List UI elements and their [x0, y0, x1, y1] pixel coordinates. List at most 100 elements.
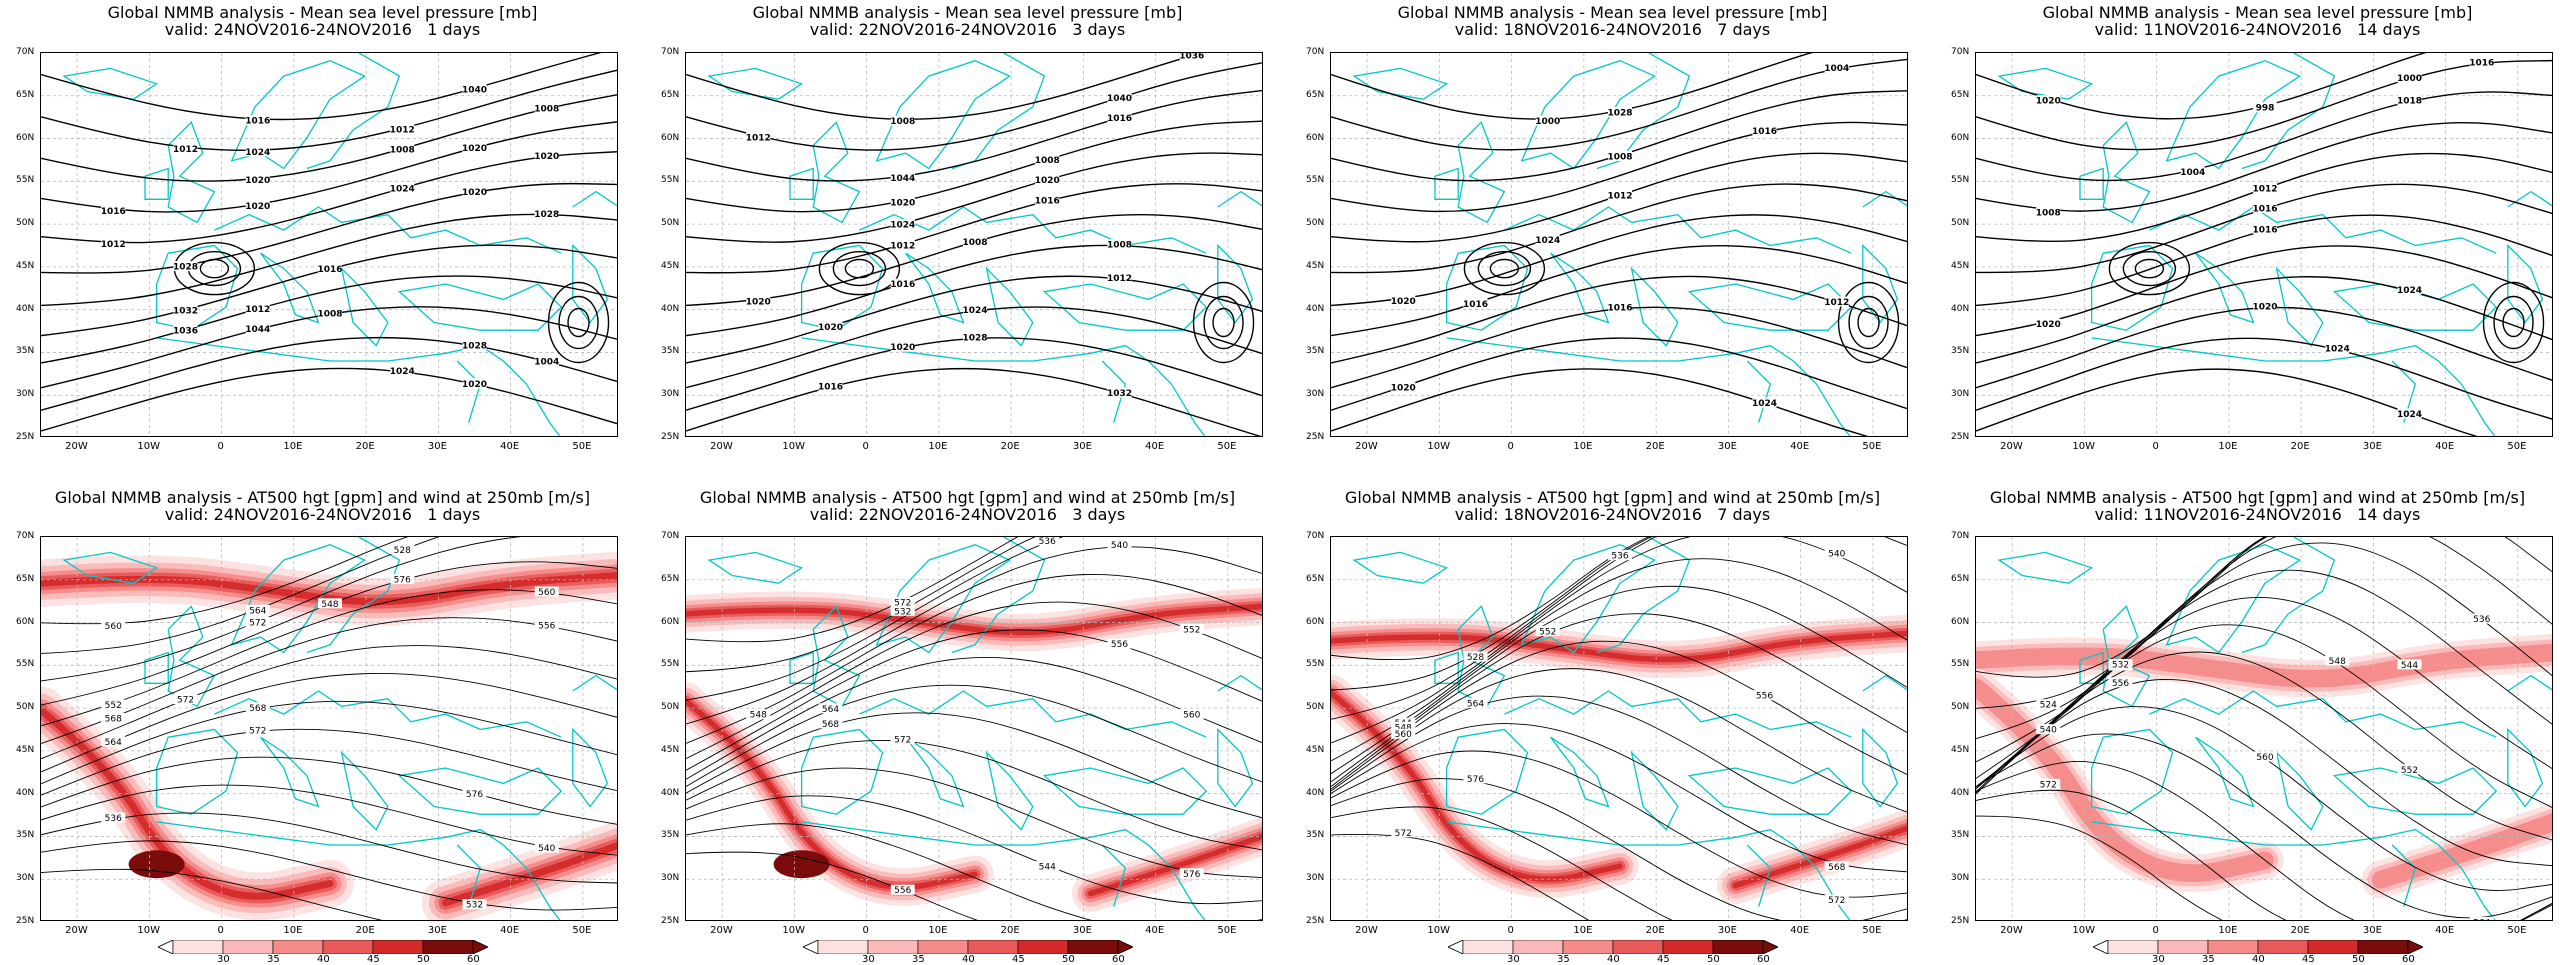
- lon-label: 10E: [927, 925, 949, 936]
- contour-label: 560: [105, 622, 122, 632]
- panel-valid-range: valid: 22NOV2016-24NOV2016 3 days: [645, 506, 1290, 523]
- lon-label: 20E: [999, 925, 1021, 936]
- lon-label: 40E: [1144, 441, 1166, 452]
- lon-label: 20W: [1355, 925, 1377, 936]
- lat-label: 50N: [16, 702, 34, 712]
- contour-label: 1020: [890, 198, 915, 208]
- lat-label: 60N: [16, 133, 34, 143]
- contour-label: 1018: [2397, 97, 2422, 107]
- lat-label: 40N: [1306, 304, 1324, 314]
- contour-label: 1012: [746, 134, 771, 144]
- contour-label: 1016: [2252, 226, 2277, 236]
- lat-label: 60N: [16, 617, 34, 627]
- contour-label: 1004: [1824, 64, 1849, 74]
- contour-label: 548: [2329, 657, 2346, 667]
- lon-label: 10E: [2217, 925, 2239, 936]
- colorbar: [158, 940, 488, 954]
- contour-label: 564: [105, 738, 122, 748]
- contour-label: 1016: [1607, 304, 1632, 314]
- lat-label: 65N: [661, 90, 679, 100]
- contour-label: 568: [249, 704, 266, 714]
- panel-title: Global NMMB analysis - AT500 hgt [gpm] a…: [0, 489, 645, 506]
- contour-label: 1008: [390, 146, 415, 156]
- contour-line: [1976, 308, 2553, 388]
- lon-label: 10E: [282, 925, 304, 936]
- lon-label: 50E: [2506, 441, 2528, 452]
- panel-title: Global NMMB analysis - Mean sea level pr…: [0, 4, 645, 21]
- contour-line: [686, 53, 1263, 119]
- lon-label: 0: [855, 441, 877, 452]
- panel-bottom_row-0: Global NMMB analysis - AT500 hgt [gpm] a…: [0, 485, 645, 965]
- lon-label: 10E: [927, 441, 949, 452]
- contour-label: 1032: [1107, 389, 1132, 399]
- panel-valid-range: valid: 18NOV2016-24NOV2016 7 days: [1290, 506, 1935, 523]
- contour-line: [41, 214, 618, 305]
- lat-label: 65N: [661, 574, 679, 584]
- lat-label: 35N: [1306, 346, 1324, 356]
- lon-label: 40E: [1789, 441, 1811, 452]
- lon-label: 50E: [1216, 925, 1238, 936]
- panel-bottom_row-1: Global NMMB analysis - AT500 hgt [gpm] a…: [645, 485, 1290, 965]
- contour-label: 1020: [2036, 97, 2061, 107]
- contour-label: 1000: [2397, 74, 2422, 84]
- lat-label: 35N: [661, 830, 679, 840]
- contour-label: 1024: [1535, 236, 1560, 246]
- lat-label: 70N: [661, 531, 679, 541]
- contour-label: 572: [1395, 829, 1412, 839]
- contour-label: 556: [538, 622, 555, 632]
- lat-label: 60N: [1306, 617, 1324, 627]
- lat-label: 40N: [661, 788, 679, 798]
- wind-shading: [41, 576, 618, 903]
- panel-top_row-3: Global NMMB analysis - Mean sea level pr…: [1935, 0, 2560, 480]
- contour-label: 1028: [962, 334, 987, 344]
- contour-line: [41, 646, 618, 759]
- lat-label: 30N: [16, 873, 34, 883]
- contour-label: 1020: [1391, 383, 1416, 393]
- panel-title: Global NMMB analysis - AT500 hgt [gpm] a…: [645, 489, 1290, 506]
- lon-label: 20W: [1355, 441, 1377, 452]
- lat-label: 60N: [1306, 133, 1324, 143]
- contour-label: 568: [822, 720, 839, 730]
- contour-label: 528: [394, 546, 411, 556]
- panel-title: Global NMMB analysis - AT500 hgt [gpm] a…: [1935, 489, 2560, 506]
- lon-label: 40E: [499, 925, 521, 936]
- lat-label: 50N: [16, 218, 34, 228]
- contour-label: 1044: [890, 174, 915, 184]
- panel-valid-range: valid: 24NOV2016-24NOV2016 1 days: [0, 21, 645, 38]
- contour-line: [686, 369, 1263, 437]
- lat-label: 35N: [661, 346, 679, 356]
- contour-label: 548: [321, 600, 338, 610]
- contour-line: [1331, 215, 1908, 306]
- contour-line: [686, 62, 1263, 150]
- contour-label: 532: [2112, 661, 2129, 671]
- contour-line: [1976, 123, 2553, 211]
- lat-label: 70N: [16, 531, 34, 541]
- map-canvas: 5205245285325365405445485525565605645685…: [1976, 537, 2553, 921]
- contour-label: 540: [1111, 541, 1128, 551]
- lat-label: 55N: [1951, 659, 1969, 669]
- contour-line: [41, 368, 618, 431]
- lon-label: 10E: [1572, 441, 1594, 452]
- lon-label: 10W: [2072, 441, 2094, 452]
- lat-label: 55N: [661, 175, 679, 185]
- contour-label: 1020: [2036, 320, 2061, 330]
- contour-label: 560: [538, 588, 555, 598]
- colorbar: [2093, 940, 2423, 954]
- lon-label: 0: [2145, 925, 2167, 936]
- lat-label: 70N: [1306, 531, 1324, 541]
- contour-label: 1020: [818, 323, 843, 333]
- contour-label: 572: [2040, 780, 2057, 790]
- lon-label: 20W: [2000, 441, 2022, 452]
- contour-label: 572: [1828, 896, 1845, 906]
- lat-label: 25N: [1306, 916, 1324, 926]
- contour-label: 544: [1039, 863, 1056, 873]
- panel-title: Global NMMB analysis - Mean sea level pr…: [1935, 4, 2560, 21]
- contour-label: 1016: [2252, 204, 2277, 214]
- lon-label: 30E: [426, 925, 448, 936]
- panel-valid-range: valid: 11NOV2016-24NOV2016 14 days: [1935, 21, 2560, 38]
- contour-label: 532: [894, 607, 911, 617]
- contour-labels: 1016101210081020102410281024101610121008…: [101, 84, 560, 390]
- lon-label: 0: [855, 925, 877, 936]
